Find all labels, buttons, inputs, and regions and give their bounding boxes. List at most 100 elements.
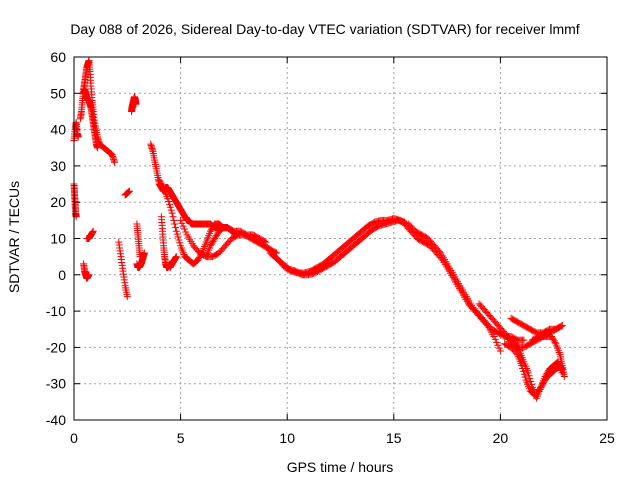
- series-arc-h: [121, 187, 133, 199]
- series-arc-q: [202, 224, 240, 261]
- series-arc-i: [128, 93, 140, 115]
- data-point: [560, 372, 568, 380]
- series-arc-d: [80, 86, 101, 152]
- data-point: [159, 182, 167, 190]
- data-point: [513, 343, 521, 351]
- data-point: [125, 187, 133, 195]
- series-arc-b: [70, 180, 80, 221]
- data-point: [543, 370, 551, 378]
- data-point: [207, 240, 215, 248]
- data-point: [172, 253, 180, 261]
- data-point: [171, 220, 179, 228]
- data-point: [550, 337, 558, 345]
- data-point: [166, 203, 174, 211]
- x-tick-label: 10: [279, 430, 295, 446]
- data-point: [206, 227, 214, 235]
- series-arc-w: [507, 314, 566, 337]
- data-point: [166, 200, 174, 208]
- y-tick-label: 10: [50, 231, 66, 247]
- data-point: [179, 222, 187, 230]
- data-point: [176, 239, 184, 247]
- data-point: [209, 237, 217, 245]
- data-point: [156, 178, 164, 186]
- y-tick-label: 30: [50, 158, 66, 174]
- x-tick-label: 25: [599, 430, 615, 446]
- data-point: [557, 322, 565, 330]
- data-point: [194, 256, 202, 264]
- data-point: [177, 216, 185, 224]
- data-point: [499, 327, 507, 335]
- series-arc-z: [528, 333, 568, 380]
- data-point: [495, 344, 503, 352]
- data-point: [182, 228, 190, 236]
- data-point: [175, 236, 183, 244]
- data-point: [519, 367, 527, 375]
- data-point: [528, 380, 536, 388]
- data-point: [206, 242, 214, 250]
- data-point: [526, 375, 534, 383]
- data-point: [527, 378, 535, 386]
- data-point: [496, 347, 504, 355]
- x-tick-label: 0: [70, 430, 78, 446]
- data-point: [164, 195, 172, 203]
- data-point: [173, 230, 181, 238]
- data-point: [208, 239, 216, 247]
- data-point: [518, 362, 526, 370]
- data-point: [155, 176, 163, 184]
- data-point: [207, 226, 215, 234]
- series-arc-t: [400, 220, 504, 355]
- y-tick-label: 40: [50, 122, 66, 138]
- data-point: [93, 144, 101, 152]
- data-point: [232, 231, 240, 239]
- data-point: [212, 232, 220, 240]
- series-arc-y: [503, 333, 566, 402]
- data-point: [524, 369, 532, 377]
- axis-ticks: 0 5 10 15 20 25 -40 -30 -20 -10 0 10 20 30 40 50 60: [46, 49, 615, 446]
- data-point: [170, 216, 178, 224]
- data-point: [541, 372, 549, 380]
- data-point: [548, 334, 556, 342]
- x-tick-label: 20: [493, 430, 509, 446]
- data-point: [169, 213, 177, 221]
- data-point: [180, 225, 188, 233]
- grid: [74, 57, 607, 420]
- data-point: [549, 335, 557, 343]
- data-point: [515, 346, 523, 354]
- data-points: [70, 57, 568, 402]
- y-tick-label: 50: [50, 85, 66, 101]
- data-point: [542, 371, 550, 379]
- series-arc-o: [166, 253, 180, 272]
- data-point: [123, 293, 131, 301]
- plot-frame: [73, 56, 608, 421]
- y-tick-label: -10: [46, 303, 66, 319]
- data-point: [212, 233, 220, 241]
- y-axis-label: SDTVAR / TECUs: [6, 181, 22, 293]
- x-tick-label: 15: [386, 430, 402, 446]
- series-arc-a: [70, 118, 82, 144]
- data-point: [157, 179, 165, 187]
- data-point: [208, 224, 216, 232]
- data-point: [132, 100, 140, 108]
- data-point: [558, 322, 566, 330]
- series-arc-k: [133, 220, 144, 261]
- y-tick-label: 20: [50, 194, 66, 210]
- y-tick-label: -40: [46, 412, 66, 428]
- y-tick-label: 60: [50, 49, 66, 65]
- data-point: [512, 341, 520, 349]
- data-point: [210, 236, 218, 244]
- series-arc-s: [266, 216, 408, 279]
- data-point: [136, 253, 144, 261]
- data-point: [174, 233, 182, 241]
- chart-title: Day 088 of 2026, Sidereal Day-to-day VTE…: [70, 21, 579, 37]
- data-point: [213, 230, 221, 238]
- data-point: [514, 344, 522, 352]
- series-arc-f: [83, 227, 97, 242]
- data-point: [435, 248, 443, 256]
- data-point: [231, 230, 239, 238]
- data-point: [171, 224, 179, 232]
- y-tick-label: 0: [58, 267, 66, 283]
- data-point: [85, 271, 93, 279]
- series-arc-e: [80, 260, 93, 282]
- data-point: [167, 206, 175, 214]
